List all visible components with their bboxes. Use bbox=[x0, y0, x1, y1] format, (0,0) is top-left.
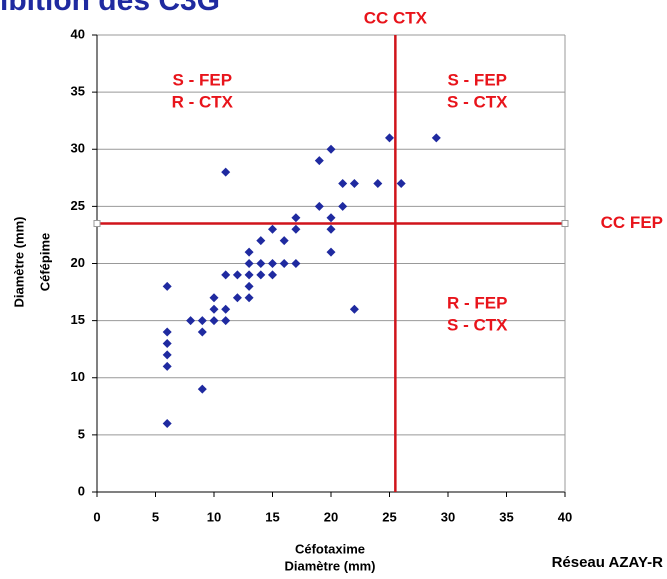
point bbox=[385, 133, 394, 143]
point bbox=[268, 224, 277, 234]
point bbox=[349, 304, 359, 314]
y-tick-label: 15 bbox=[71, 312, 85, 327]
point bbox=[197, 327, 207, 337]
annotation: S - FEP bbox=[447, 71, 507, 90]
y-axis-label: Céfépime bbox=[37, 233, 52, 292]
point bbox=[244, 281, 254, 291]
point bbox=[197, 316, 207, 326]
point bbox=[326, 213, 336, 223]
x-tick-label: 10 bbox=[207, 509, 221, 524]
point bbox=[221, 270, 231, 280]
reference-label: CC CTX bbox=[364, 8, 428, 27]
x-tick-label: 25 bbox=[382, 509, 396, 524]
x-tick-label: 40 bbox=[558, 509, 572, 524]
reference-end bbox=[561, 220, 569, 228]
annotation: S - CTX bbox=[447, 315, 508, 334]
annotation: R - CTX bbox=[172, 93, 234, 112]
point bbox=[314, 156, 324, 166]
point bbox=[326, 144, 336, 154]
y-tick-label: 0 bbox=[78, 483, 85, 498]
point bbox=[396, 179, 406, 189]
y-tick-label: 10 bbox=[71, 369, 85, 384]
point bbox=[244, 270, 254, 280]
y-tick-label: 25 bbox=[71, 198, 85, 213]
point bbox=[279, 259, 289, 268]
point bbox=[162, 281, 172, 291]
point bbox=[338, 201, 348, 211]
reference-label: CC FEP bbox=[601, 213, 663, 232]
point bbox=[162, 350, 172, 360]
point bbox=[209, 304, 219, 314]
annotation: R - FEP bbox=[447, 293, 507, 312]
point bbox=[197, 384, 207, 394]
x-axis-label: Diamètre (mm) bbox=[284, 558, 375, 573]
point bbox=[326, 224, 336, 234]
point bbox=[244, 247, 254, 257]
point bbox=[162, 338, 172, 348]
x-tick-label: 35 bbox=[499, 509, 513, 524]
point bbox=[291, 259, 301, 268]
point bbox=[373, 179, 383, 189]
annotation: S - FEP bbox=[173, 71, 233, 90]
y-tick-label: 20 bbox=[71, 255, 85, 270]
point bbox=[314, 201, 324, 211]
point bbox=[209, 316, 219, 326]
point bbox=[256, 270, 266, 280]
reference-end bbox=[93, 220, 101, 228]
source: Réseau AZAY-R bbox=[552, 554, 664, 571]
point bbox=[162, 327, 172, 337]
y-tick-label: 35 bbox=[71, 84, 85, 99]
point bbox=[338, 179, 348, 189]
point bbox=[256, 236, 266, 246]
x-tick-label: 0 bbox=[93, 509, 100, 524]
point bbox=[268, 259, 277, 268]
chart-title: ibition des C3G bbox=[0, 0, 220, 17]
annotation: S - CTX bbox=[447, 93, 508, 112]
point bbox=[221, 316, 231, 326]
x-axis-label: Céfotaxime bbox=[295, 541, 365, 556]
point bbox=[431, 133, 441, 143]
x-tick-label: 15 bbox=[265, 509, 279, 524]
point bbox=[244, 293, 254, 303]
x-tick-label: 30 bbox=[441, 509, 455, 524]
point bbox=[256, 259, 266, 268]
point bbox=[268, 270, 277, 280]
point bbox=[244, 259, 254, 268]
y-axis-label: Diamètre (mm) bbox=[11, 216, 26, 307]
y-tick-label: 40 bbox=[71, 26, 85, 41]
point bbox=[279, 236, 289, 246]
x-tick-label: 20 bbox=[324, 509, 338, 524]
x-tick-label: 5 bbox=[152, 509, 159, 524]
point bbox=[162, 418, 172, 428]
y-tick-label: 5 bbox=[78, 426, 85, 441]
point bbox=[232, 270, 242, 280]
y-tick-label: 30 bbox=[71, 141, 85, 156]
point bbox=[291, 213, 301, 223]
point bbox=[232, 293, 242, 303]
point bbox=[221, 167, 231, 177]
point bbox=[221, 304, 231, 314]
point bbox=[326, 247, 336, 257]
point bbox=[186, 316, 196, 326]
point bbox=[209, 293, 219, 303]
point bbox=[162, 361, 172, 371]
point bbox=[349, 179, 359, 189]
point bbox=[291, 224, 301, 234]
